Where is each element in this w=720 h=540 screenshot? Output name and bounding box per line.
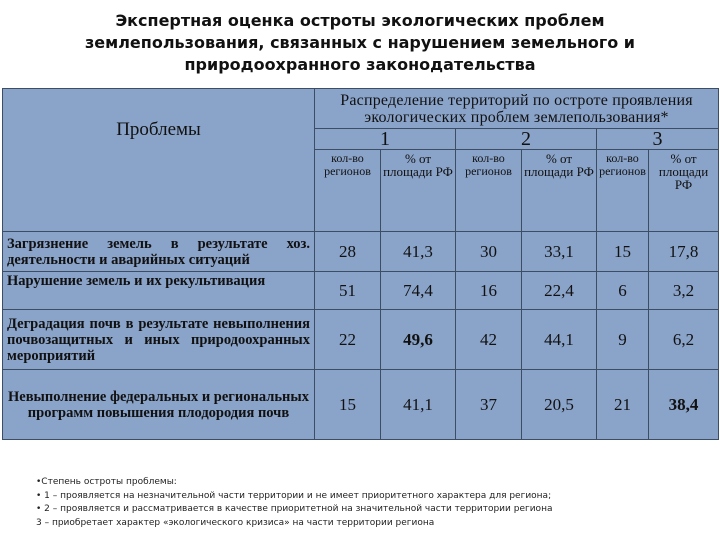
value-cell: 41,1: [380, 369, 456, 440]
table-row: Нарушение земель и их рекультивация 51 7…: [2, 271, 720, 310]
problem-cell: Нарушение земель и их рекультивация: [2, 271, 315, 310]
value-cell: 3,2: [647, 271, 720, 310]
pct-header-g2: % от площади РФ: [521, 149, 597, 232]
problem-cell: Загрязнение земель в результате хоз. дея…: [2, 231, 315, 272]
value-cell: 74,4: [380, 271, 456, 310]
problems-column-header: Проблемы: [2, 88, 315, 232]
slide-title: Экспертная оценка остроты экологических …: [60, 10, 660, 76]
group-2-header: 2: [455, 128, 597, 150]
value-cell: 22,4: [521, 271, 597, 310]
table-row: Невыполнение федеральных и региональных …: [2, 369, 720, 440]
group-1-header: 1: [314, 128, 456, 150]
title-line-3: природоохранного законодательства: [184, 55, 536, 74]
value-cell: 15: [314, 369, 381, 440]
pct-header-g1: % от площади РФ: [380, 149, 456, 232]
value-cell: 51: [314, 271, 381, 310]
value-cell: 28: [314, 231, 381, 272]
value-cell: 6: [596, 271, 649, 310]
value-cell: 22: [314, 309, 381, 370]
footnote-line: • 1 – проявляется на незначительной част…: [36, 490, 552, 501]
value-cell: 30: [455, 231, 522, 272]
value-cell: 38,4: [647, 369, 720, 440]
footnote-line: 3 – приобретает характер «экологического…: [36, 517, 435, 528]
title-line-2: землепользования, связанных с нарушением…: [84, 33, 635, 52]
group-3-header: 3: [595, 128, 720, 150]
value-cell: 33,1: [521, 231, 597, 272]
value-cell: 17,8: [647, 231, 720, 272]
value-cell: 42: [455, 309, 522, 370]
value-cell: 44,1: [521, 309, 597, 370]
value-cell: 21: [596, 369, 649, 440]
table-row: Деградация почв в результате невыполнени…: [2, 309, 720, 370]
value-cell: 6,2: [647, 309, 720, 370]
value-cell: 37: [455, 369, 522, 440]
footnotes: •Степень остроты проблемы: • 1 – проявля…: [36, 476, 716, 530]
assessment-table: Проблемы Распределение территорий по ост…: [2, 88, 720, 440]
title-line-1: Экспертная оценка остроты экологических …: [115, 11, 605, 30]
assessment-table-container: Проблемы Распределение территорий по ост…: [2, 88, 720, 440]
table-row: Загрязнение земель в результате хоз. дея…: [2, 231, 720, 272]
value-cell: 49,6: [380, 309, 456, 370]
count-header-g3: кол-во регионов: [596, 149, 649, 232]
count-header-g1: кол-во регионов: [314, 149, 381, 232]
count-header-g2: кол-во регионов: [455, 149, 522, 232]
pct-header-g3: % от площади РФ: [647, 149, 720, 232]
value-cell: 20,5: [521, 369, 597, 440]
footnote-line: •Степень остроты проблемы:: [36, 477, 177, 487]
value-cell: 41,3: [380, 231, 456, 272]
problem-cell: Невыполнение федеральных и региональных …: [2, 369, 315, 440]
footnote-line: • 2 – проявляется и рассматривается в ка…: [36, 504, 553, 514]
value-cell: 16: [455, 271, 522, 310]
value-cell: 15: [596, 231, 649, 272]
problem-cell: Деградация почв в результате невыполнени…: [2, 309, 315, 370]
value-cell: 9: [596, 309, 649, 370]
distribution-header: Распределение территорий по остроте проя…: [313, 88, 720, 129]
